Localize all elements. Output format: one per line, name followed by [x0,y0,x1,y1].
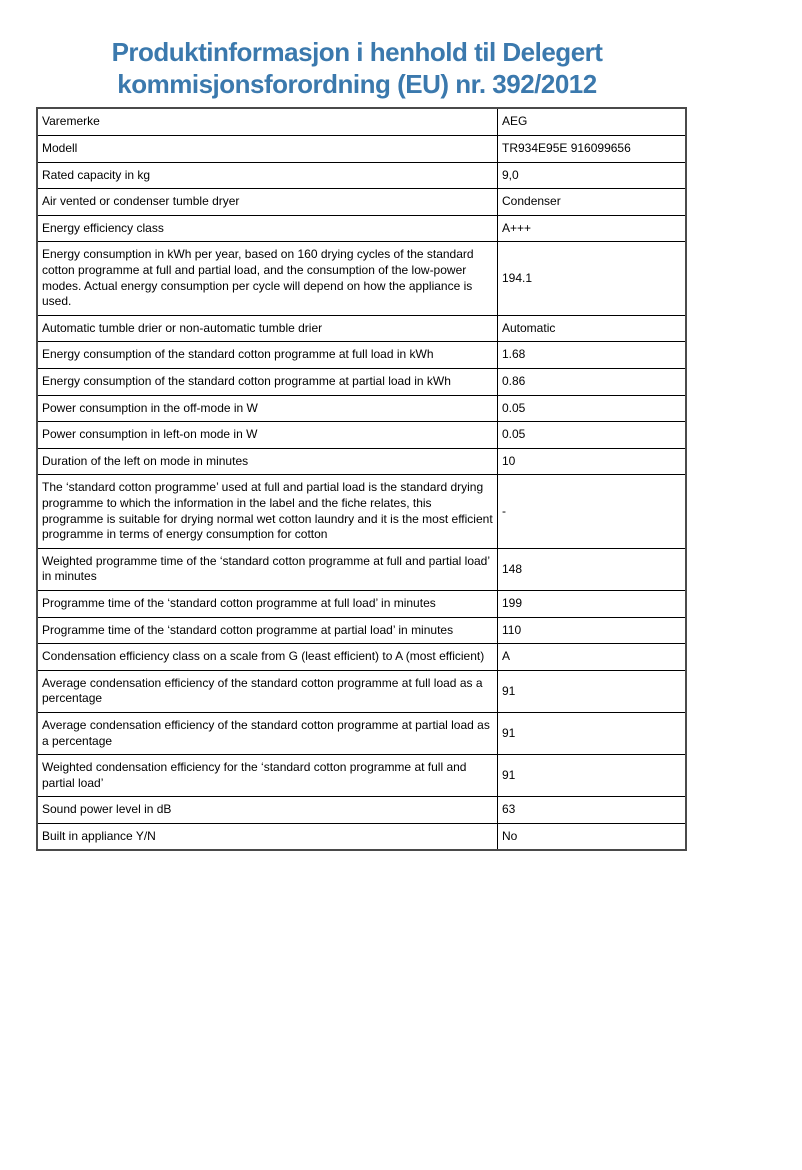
row-value: - [497,474,687,549]
row-value: 199 [497,589,687,618]
table-row: Energy consumption in kWh per year, base… [36,241,687,316]
product-info-table: Varemerke AEG Modell TR934E95E 916099656 Rat… [36,107,687,852]
table-row: Programme time of the ‘standard cotton p… [36,589,687,618]
table-row: Automatic tumble drier or non-automatic … [36,314,687,343]
row-label: Sound power level in dB [36,796,498,824]
row-value: Automatic [497,314,687,343]
row-label: Built in appliance Y/N [36,822,498,851]
row-label: The ‘standard cotton programme’ used at … [36,474,498,549]
table-row: Sound power level in dB 63 [36,796,687,824]
row-value: 0.05 [497,394,687,423]
table-row: Power consumption in the off-mode in W 0.… [36,394,687,423]
row-label: Duration of the left on mode in minutes [36,447,498,476]
row-value: A [497,643,687,671]
row-value: 9,0 [497,161,687,190]
row-label: Condensation efficiency class on a scale… [36,643,498,671]
row-value: 1.68 [497,341,687,369]
page-title: Produktinformasjon i henhold til Deleger… [111,37,603,100]
row-label: Energy consumption in kWh per year, base… [36,241,498,316]
table-row: Average condensation efficiency of the s… [36,669,687,713]
table-row: Weighted programme time of the ‘standard… [36,547,687,591]
row-label: Rated capacity in kg [36,161,498,190]
row-value: 91 [497,669,687,713]
row-value: 91 [497,754,687,798]
row-label: Power consumption in left-on mode in W [36,421,498,449]
row-label: Energy efficiency class [36,214,498,243]
table-row: Average condensation efficiency of the s… [36,711,687,756]
row-value: 0.05 [497,421,687,449]
row-value: 0.86 [497,368,687,396]
row-value: 148 [497,547,687,591]
row-label: Average condensation efficiency of the s… [36,669,498,713]
table-row: Power consumption in left-on mode in W 0.… [36,421,687,449]
row-label: Air vented or condenser tumble dryer [36,188,498,216]
table-row: Built in appliance Y/N No [36,822,687,851]
table-row: Weighted condensation efficiency for the… [36,754,687,798]
document-page: Produktinformasjon i henhold til Deleger… [36,36,687,852]
row-label: Average condensation efficiency of the s… [36,711,498,756]
row-label: Varemerke [36,107,498,137]
row-value: A+++ [497,214,687,243]
table-row: Rated capacity in kg 9,0 [36,161,687,190]
row-label: Programme time of the ‘standard cotton p… [36,616,498,645]
row-value: 10 [497,447,687,476]
table-row: Duration of the left on mode in minutes 1… [36,447,687,476]
row-value: 110 [497,616,687,645]
table-row: Condensation efficiency class on a scale… [36,643,687,671]
table-row: Energy consumption of the standard cotto… [36,368,687,396]
table-row: Air vented or condenser tumble dryer Cond… [36,188,687,216]
row-label: Energy consumption of the standard cotto… [36,368,498,396]
table-row: Modell TR934E95E 916099656 [36,135,687,163]
table-row: The ‘standard cotton programme’ used at … [36,474,687,549]
row-value: 194.1 [497,241,687,316]
table-row: Programme time of the ‘standard cotton p… [36,616,687,645]
row-value: 91 [497,711,687,756]
row-value: 63 [497,796,687,824]
table-row: Energy efficiency class A+++ [36,214,687,243]
row-value: No [497,822,687,851]
row-value: AEG [497,107,687,137]
row-label: Automatic tumble drier or non-automatic … [36,314,498,343]
row-value: TR934E95E 916099656 [497,135,687,163]
product-table-body: Varemerke AEG Modell TR934E95E 916099656 Rat… [36,107,687,851]
table-row: Varemerke AEG [36,107,687,137]
row-label: Energy consumption of the standard cotto… [36,341,498,369]
row-label: Modell [36,135,498,163]
row-label: Power consumption in the off-mode in W [36,394,498,423]
row-label: Programme time of the ‘standard cotton p… [36,589,498,618]
row-label: Weighted programme time of the ‘standard… [36,547,498,591]
row-label: Weighted condensation efficiency for the… [36,754,498,798]
row-value: Condenser [497,188,687,216]
table-row: Energy consumption of the standard cotto… [36,341,687,369]
